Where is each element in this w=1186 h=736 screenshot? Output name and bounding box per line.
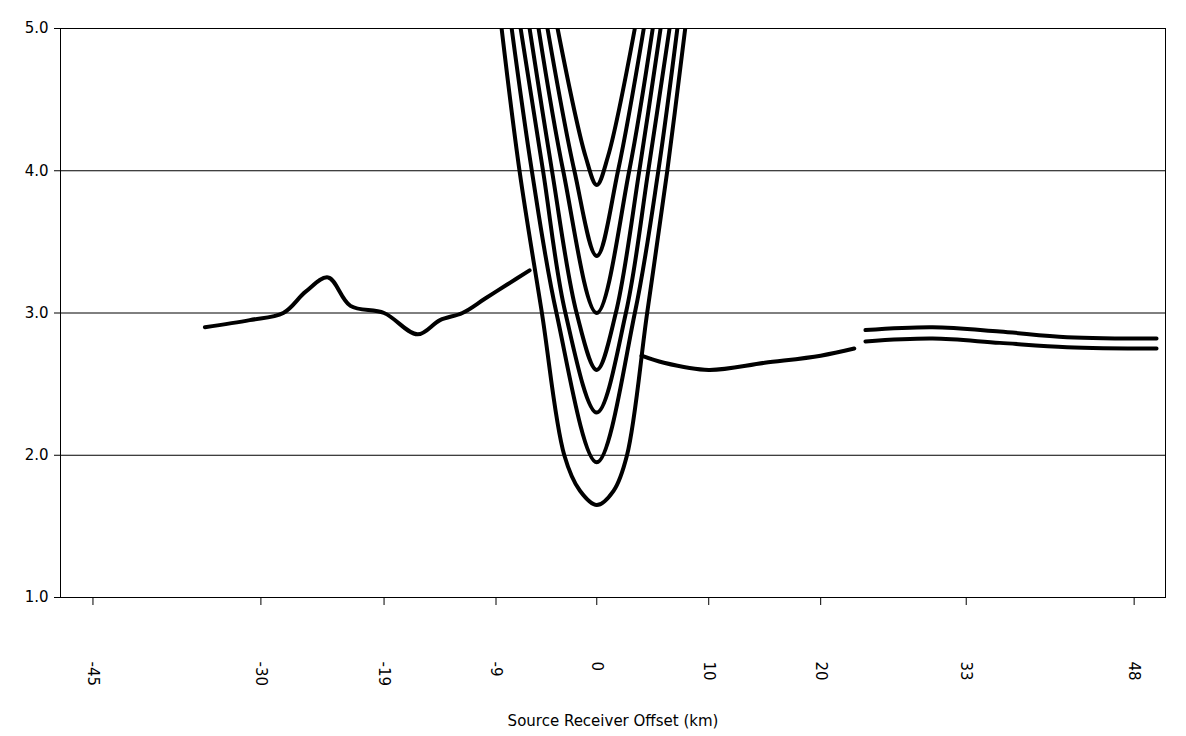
svg-text:33: 33 (957, 662, 975, 681)
svg-text:3.0: 3.0 (25, 304, 49, 322)
svg-text:48: 48 (1125, 662, 1143, 681)
svg-text:5.0: 5.0 (25, 19, 49, 37)
svg-text:10: 10 (700, 662, 718, 681)
svg-text:4.0: 4.0 (25, 162, 49, 180)
svg-text:-45: -45 (84, 662, 102, 687)
svg-text:-9: -9 (487, 662, 505, 677)
svg-text:2.0: 2.0 (25, 446, 49, 464)
svg-text:0: 0 (588, 662, 606, 672)
svg-text:20: 20 (812, 662, 830, 681)
svg-text:-19: -19 (375, 662, 393, 687)
svg-text:Source Receiver Offset (km): Source Receiver Offset (km) (508, 712, 719, 730)
svg-text:-30: -30 (252, 662, 270, 687)
svg-text:1.0: 1.0 (25, 588, 49, 606)
